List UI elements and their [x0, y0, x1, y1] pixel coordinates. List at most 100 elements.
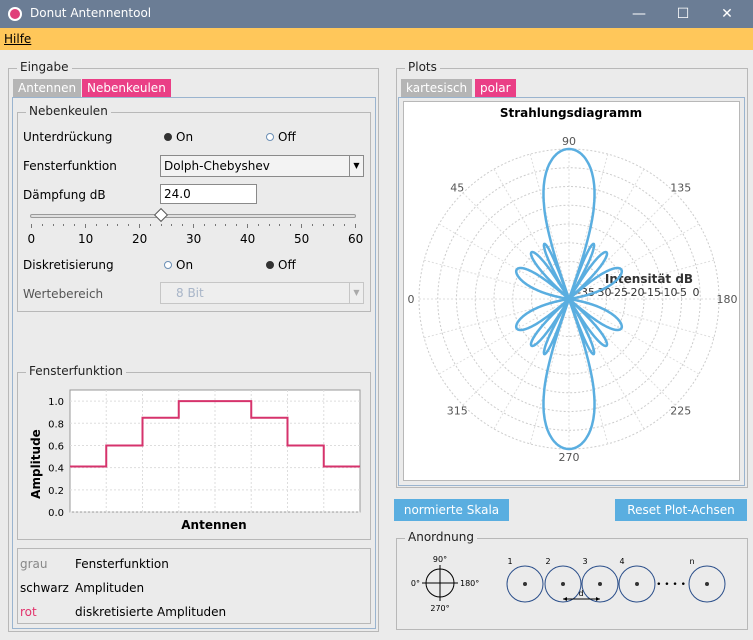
y-tick-label: 0.8 [48, 419, 64, 430]
y-tick-label: 0.4 [48, 464, 64, 475]
legend-value: Fensterfunktion [75, 557, 169, 571]
slider-tick [149, 224, 151, 226]
y-tick-label: 0.6 [48, 441, 64, 452]
antenna-element [688, 565, 726, 603]
window-title: Donut Antennentool [30, 6, 152, 20]
input-group: Eingabe [8, 60, 379, 632]
slider-tick-label: 60 [348, 232, 364, 246]
radial-tick-label: -20 [627, 286, 645, 299]
polar-spoke [438, 298, 570, 375]
polar-spoke [568, 298, 700, 375]
normalized-scale-button[interactable]: normierte Skala [394, 499, 509, 521]
radiation-pattern-line [514, 147, 624, 451]
angle-label: 45 [450, 181, 464, 194]
suppression-on-radio[interactable]: On [164, 130, 193, 144]
angle-label: 0 [408, 293, 415, 306]
slider-tick [74, 224, 76, 226]
compass-label: 90° [433, 555, 447, 564]
slider-tick [311, 224, 313, 226]
tab-polar[interactable]: polar [475, 79, 516, 97]
window-function-select[interactable]: Dolph-Chebyshev ▼ [160, 155, 364, 177]
slider-tick [257, 224, 259, 226]
radio-unselected-icon [266, 133, 274, 141]
ellipsis-dots: • • • • [656, 580, 686, 590]
slider-tick [139, 224, 140, 228]
attenuation-slider[interactable] [30, 214, 356, 218]
suppression-off-label: Off [278, 130, 296, 144]
slider-tick [290, 224, 292, 226]
menu-bar: Hilfe [0, 28, 753, 50]
slider-tick [193, 224, 194, 228]
title-bar: Donut Antennentool — ☐ ✕ [0, 0, 753, 28]
y-axis-label: Amplitude [29, 429, 43, 499]
y-tick-label: 0.0 [48, 508, 64, 519]
plots-group-title: Plots [405, 60, 440, 74]
slider-tick [214, 224, 216, 226]
slider-tick [333, 224, 335, 226]
angle-label: 315 [447, 405, 468, 418]
discretization-on-radio[interactable]: On [164, 258, 193, 272]
slider-tick-label: 50 [294, 232, 310, 246]
legend-value: diskretisierte Amplituden [75, 605, 227, 619]
tab-content [12, 97, 376, 629]
radial-tick-label: -30 [594, 286, 612, 299]
suppression-off-radio[interactable]: Off [266, 130, 296, 144]
input-group-title: Eingabe [17, 60, 72, 74]
attenuation-input[interactable]: 24.0 [160, 184, 257, 204]
x-axis-label: Antennen [181, 518, 246, 532]
polar-chart[interactable]: Strahlungsdiagramm 90 135 180 225 270 315 0 45 -… [404, 102, 739, 480]
sidelobes-group-title: Nebenkeulen [26, 104, 111, 118]
element-number: 1 [507, 557, 512, 566]
range-select[interactable]: 8 Bit ▼ [160, 282, 364, 304]
tab-sidelobes[interactable]: Nebenkeulen [82, 79, 171, 97]
polar-title: Strahlungsdiagramm [500, 106, 642, 120]
element-number: 2 [545, 557, 550, 566]
discretization-off-label: Off [278, 258, 296, 272]
antenna-center [705, 582, 709, 586]
angle-label: 135 [670, 181, 691, 194]
minimize-button[interactable]: — [632, 6, 646, 22]
slider-tick [344, 224, 346, 226]
slider-tick [31, 224, 32, 228]
antenna-element [618, 565, 656, 603]
app-icon [8, 7, 22, 21]
slider-tick [85, 224, 86, 228]
slider-tick [171, 224, 173, 226]
polar-ring [493, 223, 645, 375]
polar-spoke [568, 153, 609, 300]
radio-unselected-icon [164, 261, 172, 269]
legend-box: grau Fensterfunktion schwarz Amplituden rot d… [17, 548, 371, 624]
slider-tick [355, 224, 356, 228]
maximize-button[interactable]: ☐ [676, 6, 690, 22]
reset-axes-button[interactable]: Reset Plot-Achsen [615, 499, 747, 521]
plots-group: Plots [396, 60, 748, 488]
slider-tick [63, 224, 65, 226]
slider-tick [128, 224, 130, 226]
antenna-element [581, 565, 619, 603]
window-series-line [70, 400, 360, 468]
slider-tick [236, 224, 238, 226]
compass-label: 180° [460, 579, 479, 588]
discretization-off-radio[interactable]: Off [266, 258, 296, 272]
slider-tick-label: 40 [240, 232, 256, 246]
polar-ring [549, 279, 589, 319]
plot-tab-content [398, 97, 745, 486]
radio-selected-icon [164, 133, 172, 141]
slider-tick-label: 30 [186, 232, 202, 246]
close-button[interactable]: ✕ [721, 6, 733, 22]
slider-tick [203, 224, 205, 226]
suppression-label: Unterdrückung [23, 130, 113, 144]
slider-tick [268, 224, 270, 226]
radial-axis-label: Intensität dB [605, 272, 693, 286]
polar-spoke [568, 298, 609, 445]
tab-cartesian[interactable]: kartesisch [401, 79, 473, 97]
tab-antennas[interactable]: Antennen [13, 79, 82, 97]
window-function-chart: Amplitude Antennen 0.0 0.2 0.4 0.6 0.8 1.0 [29, 389, 361, 532]
slider-tick-label: 20 [132, 232, 148, 246]
slider-tick [52, 224, 54, 226]
menu-help[interactable]: Hilfe [4, 32, 32, 46]
slider-tick [301, 224, 302, 228]
discretization-label: Diskretisierung [23, 258, 114, 272]
legend-key: schwarz [20, 581, 69, 595]
polar-spoke [529, 153, 570, 300]
